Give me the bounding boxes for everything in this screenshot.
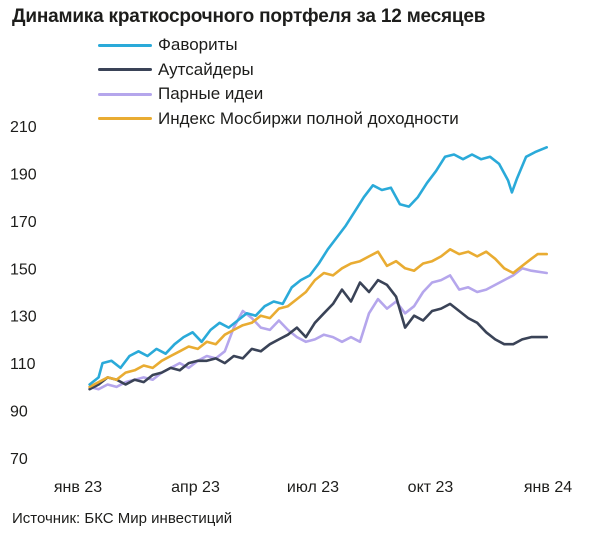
y-tick-label: 170	[10, 214, 37, 231]
x-tick-label: апр 23	[171, 479, 220, 496]
x-tick-label: янв 24	[524, 479, 572, 496]
series-line-pair-ideas	[88, 267, 548, 391]
legend-label-pair-ideas: Парные идеи	[158, 84, 264, 104]
legend-item-pair-ideas: Парные идеи	[98, 82, 459, 107]
legend-item-outsiders: Аутсайдеры	[98, 58, 459, 83]
y-tick-label: 210	[10, 119, 37, 136]
x-tick-label: июл 23	[287, 479, 339, 496]
series-line-outsiders	[88, 278, 548, 391]
y-tick-label: 70	[10, 451, 28, 468]
legend-item-moex-index: Индекс Мосбиржи полной доходности	[98, 107, 459, 132]
chart-legend: Фавориты Аутсайдеры Парные идеи Индекс М…	[98, 33, 459, 131]
series-line-moex-index	[88, 248, 548, 389]
y-tick-label: 130	[10, 309, 37, 326]
y-tick-label: 110	[10, 356, 36, 373]
y-tick-label: 90	[10, 404, 28, 421]
x-tick-label: янв 23	[54, 479, 102, 496]
legend-swatch-outsiders	[98, 68, 152, 72]
x-tick-label: окт 23	[408, 479, 454, 496]
y-tick-label: 150	[10, 261, 37, 278]
legend-swatch-moex-index	[98, 117, 152, 121]
legend-swatch-pair-ideas	[98, 92, 152, 96]
y-tick-label: 190	[10, 166, 37, 183]
legend-item-favorites: Фавориты	[98, 33, 459, 58]
source-note: Источник: БКС Мир инвестиций	[12, 510, 233, 527]
series-line-favorites	[88, 146, 548, 386]
legend-label-favorites: Фавориты	[158, 35, 238, 55]
legend-swatch-favorites	[98, 43, 152, 47]
chart-title: Динамика краткосрочного портфеля за 12 м…	[12, 6, 486, 27]
legend-label-moex-index: Индекс Мосбиржи полной доходности	[158, 108, 459, 128]
legend-label-outsiders: Аутсайдеры	[158, 59, 254, 79]
